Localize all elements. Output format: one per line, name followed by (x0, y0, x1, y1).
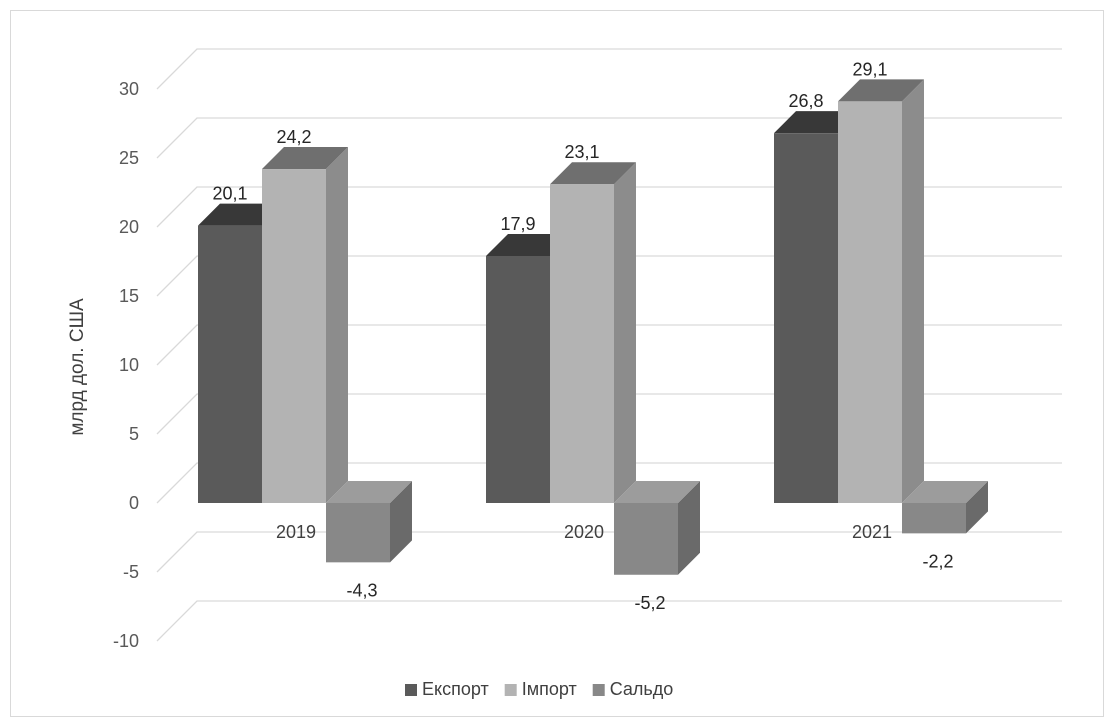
bar-chart: -10 -5 0 5 10 15 20 25 30 млрд дол. США 20,1 24,2 -4… (67, 48, 1062, 699)
y-tick-label: 20 (119, 217, 139, 237)
bar-Імпорт-2019 (262, 147, 348, 504)
legend-label: Імпорт (522, 679, 577, 699)
bar-front (262, 169, 326, 504)
bar-front (326, 503, 390, 563)
category-label: 2021 (852, 522, 892, 542)
bar-front (614, 503, 678, 575)
data-label: -5,2 (634, 593, 665, 613)
y-tick-label: -10 (113, 631, 139, 651)
chart-frame: -10 -5 0 5 10 15 20 25 30 млрд дол. США 20,1 24,2 -4… (10, 10, 1104, 717)
data-label: -2,2 (922, 551, 953, 571)
bar-front (486, 255, 550, 503)
bar-side (326, 147, 348, 504)
legend-swatch (504, 684, 517, 696)
bar-side (966, 481, 988, 534)
data-label: -4,3 (346, 580, 377, 600)
gridline (156, 186, 1062, 228)
gridline (156, 48, 1062, 90)
y-tick-label: -5 (123, 562, 139, 582)
bar-side (902, 79, 924, 504)
bar-front (902, 503, 966, 534)
legend: Експорт Імпорт Сальдо (405, 679, 673, 699)
bar-Сальдо-2021 (902, 481, 988, 534)
bar-front (774, 133, 838, 503)
gridline (156, 117, 1062, 159)
bar-Імпорт-2020 (550, 162, 636, 503)
data-label: 26,8 (788, 91, 823, 111)
bar-Імпорт-2021 (838, 79, 924, 504)
bar-top (902, 481, 988, 503)
y-tick-label: 15 (119, 286, 139, 306)
bar-top (614, 481, 700, 503)
data-labels: 20,1 24,2 -4,3 17,9 23,1 -5,2 26,8 29,1 -2,2 (212, 59, 953, 612)
data-label: 24,2 (276, 127, 311, 147)
gridline (156, 324, 1062, 366)
data-label: 20,1 (212, 184, 247, 204)
gridline (156, 462, 1062, 504)
category-label: 2019 (276, 522, 316, 542)
y-tick-label: 25 (119, 148, 139, 168)
bar-top (262, 147, 348, 170)
legend-label: Сальдо (610, 679, 674, 699)
legend-swatch (592, 684, 605, 696)
bar-top (838, 79, 924, 102)
bars (198, 79, 988, 575)
data-label: 23,1 (564, 142, 599, 162)
data-label: 29,1 (852, 59, 887, 79)
bar-side (614, 162, 636, 503)
bar-front (838, 101, 902, 504)
bar-top (550, 162, 636, 185)
y-tick-label: 10 (119, 355, 139, 375)
bar-top (326, 481, 412, 503)
gridlines: -10 -5 0 5 10 15 20 25 30 (113, 48, 1062, 651)
bar-Сальдо-2019 (326, 481, 412, 563)
legend-label: Експорт (422, 679, 489, 699)
category-label: 2020 (564, 522, 604, 542)
legend-swatch (405, 684, 417, 696)
data-label: 17,9 (500, 214, 535, 234)
legend-item: Експорт (405, 679, 489, 699)
legend-item: Імпорт (504, 679, 577, 699)
y-tick-label: 0 (129, 493, 139, 513)
y-tick-label: 30 (119, 79, 139, 99)
legend-item: Сальдо (592, 679, 674, 699)
bar-front (198, 225, 262, 503)
bar-Сальдо-2020 (614, 481, 700, 575)
gridline (156, 531, 1062, 573)
bar-front (550, 184, 614, 503)
y-tick-label: 5 (129, 424, 139, 444)
gridline (156, 600, 1062, 642)
bar-side (678, 481, 700, 575)
bar-side (390, 481, 412, 563)
gridline (156, 393, 1062, 435)
gridline (156, 255, 1062, 297)
y-axis-label: млрд дол. США (67, 298, 88, 436)
